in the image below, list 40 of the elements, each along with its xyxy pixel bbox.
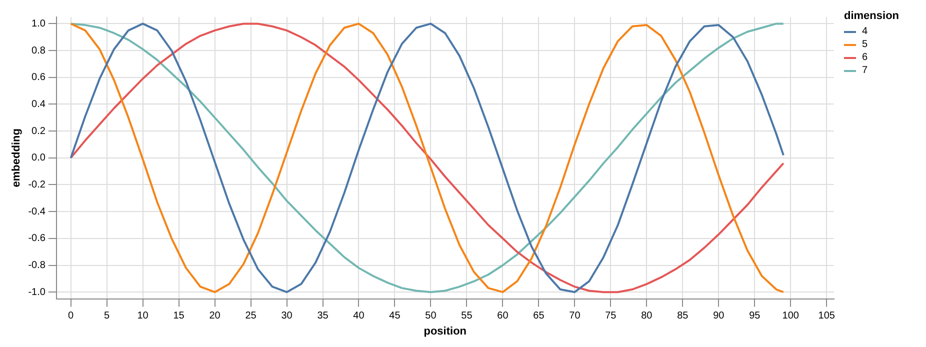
x-tick-label: 20 — [209, 310, 221, 322]
legend-label: 7 — [862, 65, 868, 76]
y-tick-label: 0.6 — [32, 72, 46, 84]
legend-label: 5 — [862, 39, 868, 50]
x-axis-title: position — [424, 325, 467, 338]
x-tick-label: 90 — [713, 310, 725, 322]
y-tick-label: 0.8 — [32, 45, 46, 56]
y-tick-label: -0.8 — [28, 260, 46, 271]
y-tick-label: -1.0 — [28, 286, 46, 298]
x-tick-label: 30 — [281, 310, 293, 322]
x-tick-label: 75 — [605, 310, 617, 322]
x-tick-label: 70 — [569, 310, 581, 322]
legend-label: 4 — [862, 26, 868, 37]
y-axis-title: embedding — [10, 128, 23, 188]
x-tick-label: 50 — [425, 310, 437, 322]
x-tick-label: 45 — [389, 310, 401, 322]
x-tick-label: 100 — [782, 310, 800, 322]
y-tick-label: 0.4 — [32, 98, 46, 110]
x-tick-label: 5 — [104, 310, 110, 322]
x-tick-label: 65 — [533, 310, 545, 322]
legend-title: dimension — [844, 10, 900, 22]
x-tick-label: 105 — [818, 310, 836, 322]
y-tick-label: -0.6 — [28, 233, 46, 244]
x-tick-label: 10 — [137, 310, 149, 322]
legend-label: 6 — [862, 52, 868, 63]
x-tick-label: 35 — [317, 310, 329, 322]
x-tick-label: 55 — [461, 310, 473, 322]
x-tick-label: 0 — [68, 310, 74, 322]
x-tick-label: 95 — [749, 310, 761, 322]
x-tick-label: 40 — [353, 310, 365, 322]
y-tick-label: 0.2 — [32, 126, 46, 137]
y-tick-label: -0.4 — [28, 206, 46, 218]
x-tick-label: 80 — [641, 310, 653, 322]
x-tick-label: 85 — [677, 310, 689, 322]
y-tick-label: -0.2 — [28, 179, 46, 190]
y-tick-label: 0.0 — [32, 152, 46, 164]
x-tick-label: 25 — [245, 310, 257, 322]
x-tick-label: 60 — [497, 310, 509, 322]
y-tick-label: 1.0 — [32, 18, 46, 30]
x-tick-label: 15 — [173, 310, 185, 322]
